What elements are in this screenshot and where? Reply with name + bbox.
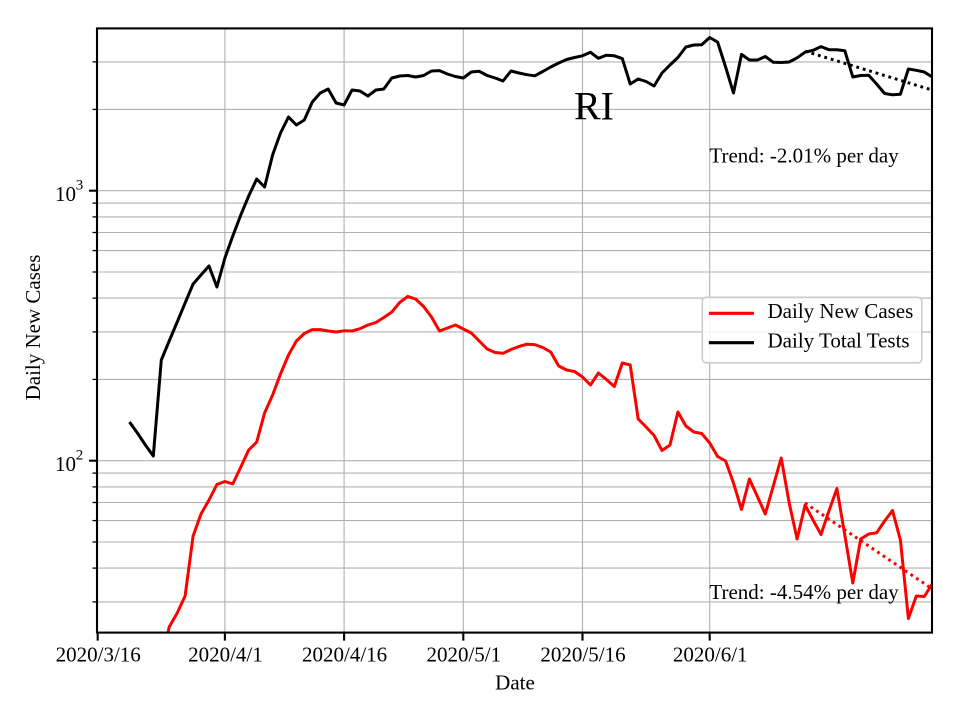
- svg-text:Trend: -2.01% per day: Trend: -2.01% per day: [709, 144, 899, 168]
- svg-text:2020/5/16: 2020/5/16: [540, 643, 625, 667]
- svg-text:2020/6/1: 2020/6/1: [673, 643, 748, 667]
- svg-text:Daily Total Tests: Daily Total Tests: [768, 329, 910, 353]
- svg-text:2020/3/16: 2020/3/16: [56, 643, 141, 667]
- svg-text:10: 10: [55, 452, 76, 476]
- svg-text:2020/4/1: 2020/4/1: [188, 643, 263, 667]
- svg-text:10: 10: [55, 182, 76, 206]
- svg-text:2: 2: [76, 447, 84, 463]
- svg-text:2020/5/1: 2020/5/1: [426, 643, 501, 667]
- svg-text:Trend: -4.54% per day: Trend: -4.54% per day: [709, 580, 899, 604]
- svg-text:2020/4/16: 2020/4/16: [302, 643, 387, 667]
- svg-text:Daily New Cases: Daily New Cases: [768, 299, 914, 323]
- svg-text:3: 3: [76, 177, 84, 193]
- svg-text:Daily New Cases: Daily New Cases: [21, 255, 45, 401]
- svg-text:Date: Date: [495, 670, 535, 694]
- svg-text:RI: RI: [574, 84, 614, 129]
